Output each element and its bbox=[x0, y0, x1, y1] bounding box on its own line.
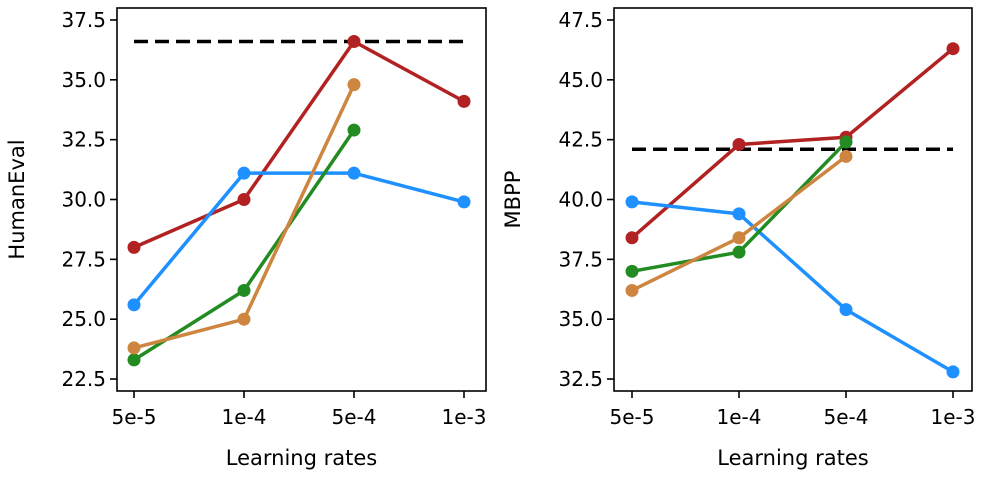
x-tick-label: 1e-3 bbox=[931, 405, 976, 429]
data-point-red-5e-4 bbox=[347, 35, 361, 49]
y-tick-label: 25.0 bbox=[61, 307, 106, 331]
data-point-orange-5e-4 bbox=[347, 78, 361, 92]
x-tick-label: 1e-3 bbox=[442, 405, 487, 429]
y-tick-label: 37.5 bbox=[61, 8, 106, 32]
y-tick-label: 32.5 bbox=[61, 128, 106, 152]
data-point-blue-1e-4 bbox=[732, 207, 746, 221]
data-point-blue-1e-3 bbox=[946, 365, 960, 379]
series-line-red bbox=[630, 46, 955, 240]
data-point-orange-1e-4 bbox=[732, 231, 746, 245]
y-tick-label: 37.5 bbox=[558, 247, 603, 271]
axes-frame bbox=[613, 7, 973, 392]
data-point-red-1e-4 bbox=[237, 193, 251, 206]
y-tick-label: 30.0 bbox=[61, 188, 106, 212]
x-axis-label: Learning rates bbox=[226, 446, 377, 470]
x-tick-label: 1e-4 bbox=[222, 405, 267, 429]
data-point-green-5e-4 bbox=[839, 135, 853, 149]
series-line-blue bbox=[630, 200, 955, 374]
data-point-blue-5e-4 bbox=[347, 166, 361, 180]
series-line-red bbox=[132, 39, 466, 250]
y-tick-label: 32.5 bbox=[558, 367, 603, 391]
data-point-green-1e-4 bbox=[732, 245, 746, 259]
data-point-green-5e-5 bbox=[127, 353, 141, 367]
data-point-red-1e-3 bbox=[946, 42, 960, 56]
y-tick-label: 22.5 bbox=[61, 367, 106, 391]
y-tick-label: 42.5 bbox=[558, 128, 603, 152]
x-tick-label: 1e-4 bbox=[717, 405, 762, 429]
y-tick-label: 35.0 bbox=[61, 68, 106, 92]
data-point-blue-5e-5 bbox=[127, 298, 141, 312]
y-tick-label: 40.0 bbox=[558, 188, 603, 212]
data-point-green-5e-5 bbox=[625, 264, 639, 278]
x-tick-label: 5e-4 bbox=[332, 405, 377, 429]
data-point-orange-5e-4 bbox=[839, 149, 853, 163]
data-point-red-1e-3 bbox=[457, 94, 471, 108]
data-point-green-5e-4 bbox=[347, 123, 361, 137]
series-line-blue bbox=[132, 171, 466, 307]
chart-panel-0: 22.5 25.0 27.5 30.0 32.5 35.0 37.5 5e-5 1e-4 5e-4… bbox=[5, 7, 487, 470]
x-tick-label: 5e-5 bbox=[112, 405, 157, 429]
data-point-blue-1e-3 bbox=[457, 195, 471, 209]
y-axis-label: HumanEval bbox=[5, 139, 29, 259]
y-tick-label: 35.0 bbox=[558, 307, 603, 331]
x-tick-label: 5e-4 bbox=[824, 405, 869, 429]
data-point-orange-5e-5 bbox=[127, 341, 141, 355]
data-point-red-5e-5 bbox=[625, 231, 639, 245]
y-tick-label: 47.5 bbox=[558, 8, 603, 32]
data-point-blue-1e-4 bbox=[237, 166, 251, 180]
data-point-blue-5e-4 bbox=[839, 303, 853, 317]
data-point-blue-5e-5 bbox=[625, 195, 639, 209]
data-point-orange-5e-5 bbox=[625, 283, 639, 297]
y-axis-label: MBPP bbox=[501, 171, 525, 229]
x-tick-label: 5e-5 bbox=[610, 405, 655, 429]
y-tick-label: 45.0 bbox=[558, 68, 603, 92]
y-tick-label: 27.5 bbox=[61, 247, 106, 271]
x-axis-label: Learning rates bbox=[717, 446, 868, 470]
data-point-red-1e-4 bbox=[732, 137, 746, 151]
chart-panel-1: 32.5 35.0 37.5 40.0 42.5 45.0 47.5 5e-5 1e-4 5e-4… bbox=[501, 7, 976, 470]
data-point-red-5e-5 bbox=[127, 240, 141, 254]
data-point-orange-1e-4 bbox=[237, 312, 251, 326]
series-line-orange bbox=[132, 82, 356, 350]
data-point-green-1e-4 bbox=[237, 283, 251, 297]
